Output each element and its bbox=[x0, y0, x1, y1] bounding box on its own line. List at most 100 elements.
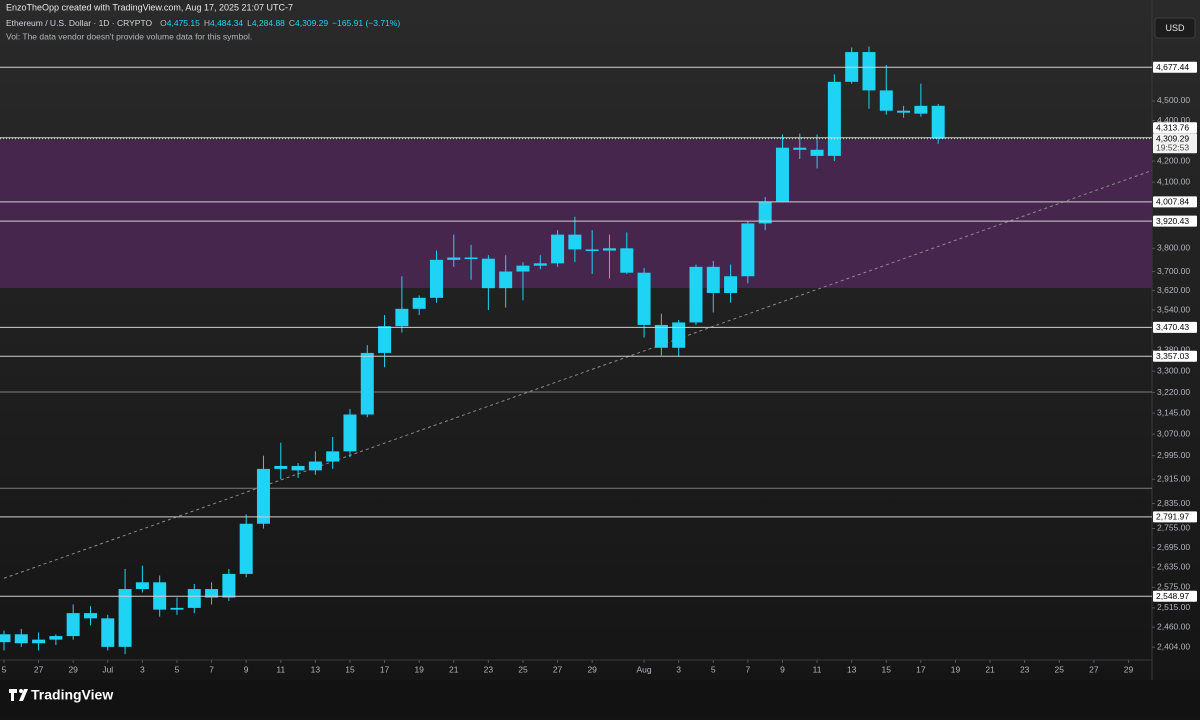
y-tick-label: 3,300.00 bbox=[1157, 365, 1190, 375]
legend-value: 4,309.29 bbox=[295, 18, 328, 28]
x-tick-label: 19 bbox=[951, 664, 961, 674]
legend-value: 4,284.88 bbox=[252, 18, 285, 28]
level-label-box bbox=[1153, 196, 1197, 208]
x-tick-label: 27 bbox=[34, 664, 44, 674]
candle-body bbox=[274, 465, 288, 469]
y-tick-label: 3,800.00 bbox=[1157, 243, 1190, 253]
candle-body bbox=[395, 308, 409, 327]
candle-body bbox=[620, 248, 634, 273]
level-label: 3,357.03 bbox=[1156, 351, 1189, 361]
candle-body bbox=[291, 465, 305, 471]
y-tick-label: 2,915.00 bbox=[1157, 474, 1190, 484]
y-tick-label: 4,200.00 bbox=[1157, 155, 1190, 165]
candle-body bbox=[499, 271, 513, 289]
candle-body bbox=[775, 147, 789, 202]
candle-body bbox=[32, 639, 46, 644]
x-tick-label: 3 bbox=[140, 664, 145, 674]
x-tick-label: 29 bbox=[1124, 664, 1134, 674]
author-line: EnzoTheOpp created with TradingView.com,… bbox=[6, 2, 293, 12]
candle-body bbox=[481, 258, 495, 289]
x-tick-label: 29 bbox=[68, 664, 78, 674]
x-tick-label: Jul bbox=[102, 664, 113, 674]
candle-body bbox=[533, 263, 547, 266]
x-tick-label: 23 bbox=[484, 664, 494, 674]
candle-body bbox=[66, 613, 80, 637]
x-tick-label: 7 bbox=[209, 664, 214, 674]
x-tick-label: 13 bbox=[847, 664, 857, 674]
candle-body bbox=[256, 468, 270, 524]
x-tick-label: 3 bbox=[676, 664, 681, 674]
vol-note: Vol: The data vendor doesn't provide vol… bbox=[6, 31, 252, 41]
footer bbox=[0, 680, 1200, 715]
level-label: 3,920.43 bbox=[1156, 216, 1189, 226]
candle-body bbox=[135, 582, 149, 590]
candle-body bbox=[879, 90, 893, 111]
x-tick-label: 17 bbox=[380, 664, 390, 674]
candle-body bbox=[914, 105, 928, 114]
current-price-label: 4,309.29 bbox=[1156, 133, 1189, 143]
x-tick-label: 25 bbox=[518, 664, 528, 674]
legend-change: −165.91 (−3.71%) bbox=[332, 18, 400, 28]
level-label-box bbox=[1153, 61, 1197, 73]
symbol-legend: Ethereum / U.S. Dollar · 1D · CRYPTO O 4,4… bbox=[6, 18, 400, 28]
currency-button[interactable] bbox=[1154, 17, 1196, 39]
candle-body bbox=[637, 272, 651, 325]
y-tick-label: 3,380.00 bbox=[1157, 345, 1190, 355]
level-label: 2,791.97 bbox=[1156, 512, 1189, 522]
symbol: Ethereum / U.S. Dollar · 1D · CRYPTO bbox=[6, 18, 153, 28]
y-tick-label: 3,220.00 bbox=[1157, 387, 1190, 397]
candle-body bbox=[0, 634, 11, 643]
level-label: 4,677.44 bbox=[1156, 62, 1189, 72]
x-tick-label: 21 bbox=[985, 664, 995, 674]
legend-key: O bbox=[160, 18, 167, 28]
x-tick-label: 15 bbox=[345, 664, 355, 674]
level-label: 3,470.43 bbox=[1156, 322, 1189, 332]
y-tick-label: 3,070.00 bbox=[1157, 428, 1190, 438]
candle-body bbox=[326, 451, 340, 462]
x-tick-label: 25 bbox=[1055, 664, 1065, 674]
candle-body bbox=[187, 589, 201, 608]
candle-body bbox=[308, 461, 322, 471]
x-tick-label: 27 bbox=[1089, 664, 1099, 674]
y-tick-label: 2,575.00 bbox=[1157, 582, 1190, 592]
legend-key: C bbox=[289, 18, 295, 28]
candle-body bbox=[83, 613, 97, 619]
trendline bbox=[3, 170, 1153, 579]
candle-body bbox=[793, 147, 807, 150]
legend-value: 4,484.34 bbox=[210, 18, 243, 28]
brand-logo bbox=[9, 689, 28, 701]
candle-body bbox=[931, 105, 945, 139]
x-tick-label: 7 bbox=[746, 664, 751, 674]
y-tick-label: 2,515.00 bbox=[1157, 602, 1190, 612]
candle-body bbox=[810, 149, 824, 156]
level-label-box bbox=[1153, 321, 1197, 333]
candle-body bbox=[412, 297, 426, 309]
y-tick-label: 3,540.00 bbox=[1157, 304, 1190, 314]
y-tick-label: 2,404.00 bbox=[1157, 641, 1190, 651]
candle-body bbox=[378, 326, 392, 353]
y-tick-label: 2,635.00 bbox=[1157, 562, 1190, 572]
x-tick-label: 11 bbox=[813, 664, 822, 674]
candle-body bbox=[551, 234, 565, 264]
x-tick-label: 13 bbox=[311, 664, 321, 674]
level-label: 4,313.76 bbox=[1156, 122, 1189, 132]
candle-body bbox=[672, 322, 686, 348]
level-label: 2,548.97 bbox=[1156, 591, 1189, 601]
candle-body bbox=[516, 265, 530, 272]
candle-body bbox=[724, 276, 738, 293]
candle-body bbox=[101, 618, 115, 647]
x-tick-label: 9 bbox=[780, 664, 785, 674]
x-tick-label: 27 bbox=[553, 664, 563, 674]
y-tick-label: 3,700.00 bbox=[1157, 266, 1190, 276]
legend-key: L bbox=[247, 18, 252, 28]
x-tick-label: 17 bbox=[916, 664, 926, 674]
candle-body bbox=[343, 414, 357, 452]
y-tick-label: 2,995.00 bbox=[1157, 450, 1190, 460]
candle-body bbox=[602, 248, 616, 251]
currency-label[interactable]: USD bbox=[1165, 23, 1185, 33]
x-tick-label: 11 bbox=[276, 664, 285, 674]
legend-key: H bbox=[204, 18, 210, 28]
brand: TradingView bbox=[31, 687, 113, 703]
zone bbox=[0, 139, 1152, 288]
